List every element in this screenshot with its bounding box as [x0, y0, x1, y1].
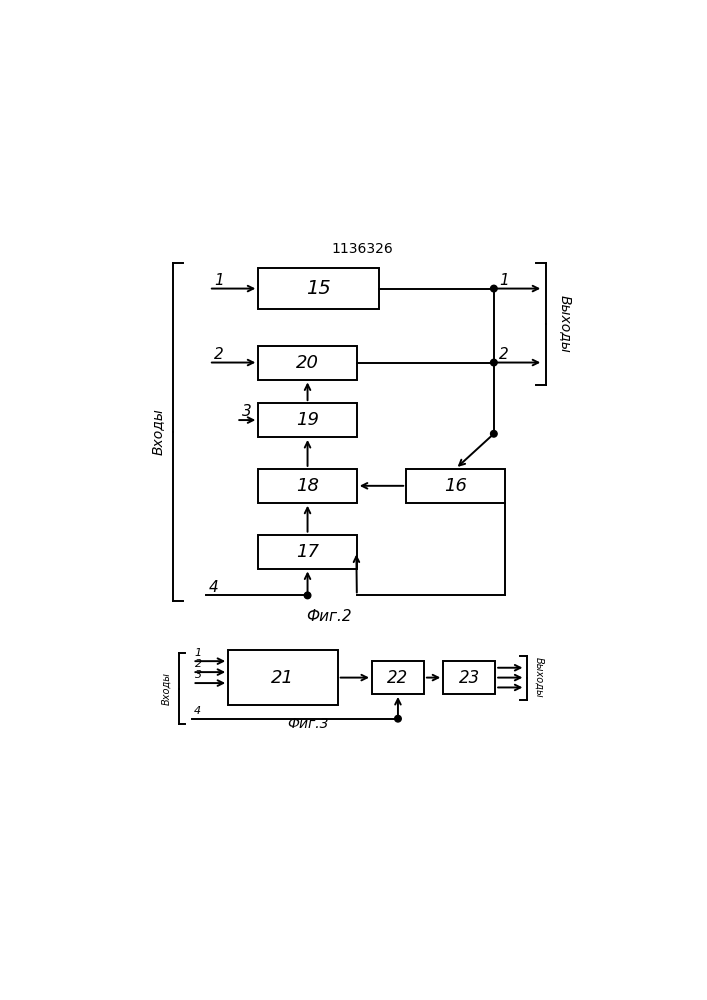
Text: 2: 2 — [214, 347, 224, 362]
Circle shape — [491, 285, 497, 292]
Text: 15: 15 — [306, 279, 331, 298]
Bar — [443, 661, 495, 694]
Text: 1: 1 — [194, 648, 201, 658]
Text: 2: 2 — [194, 659, 201, 669]
Bar — [258, 403, 357, 437]
Text: Выходы: Выходы — [558, 295, 572, 353]
Bar — [258, 535, 357, 569]
Text: 2: 2 — [499, 347, 509, 362]
Bar — [258, 268, 379, 309]
Text: 21: 21 — [271, 669, 294, 687]
Text: Фиг.2: Фиг.2 — [307, 609, 352, 624]
Circle shape — [395, 715, 402, 722]
Bar — [407, 469, 505, 503]
Text: 22: 22 — [387, 669, 409, 687]
Text: 19: 19 — [296, 411, 319, 429]
Circle shape — [491, 359, 497, 366]
Text: 3: 3 — [242, 404, 252, 419]
Text: Фиг.3: Фиг.3 — [287, 717, 328, 731]
Text: 3: 3 — [194, 670, 201, 680]
Bar — [372, 661, 424, 694]
Text: 20: 20 — [296, 354, 319, 372]
Circle shape — [491, 430, 497, 437]
Text: 16: 16 — [444, 477, 467, 495]
Text: 17: 17 — [296, 543, 319, 561]
Text: 1: 1 — [214, 273, 224, 288]
Text: 23: 23 — [459, 669, 480, 687]
Bar — [228, 650, 338, 705]
Text: Выходы: Выходы — [534, 657, 544, 698]
Circle shape — [304, 592, 311, 599]
Text: 18: 18 — [296, 477, 319, 495]
Text: 4: 4 — [209, 580, 218, 595]
Text: 1: 1 — [499, 273, 509, 288]
Text: Входы: Входы — [151, 408, 165, 455]
Text: 4: 4 — [194, 706, 201, 716]
Text: 1136326: 1136326 — [332, 242, 393, 256]
Text: Входы: Входы — [162, 672, 172, 705]
Bar — [258, 346, 357, 380]
Bar — [258, 469, 357, 503]
